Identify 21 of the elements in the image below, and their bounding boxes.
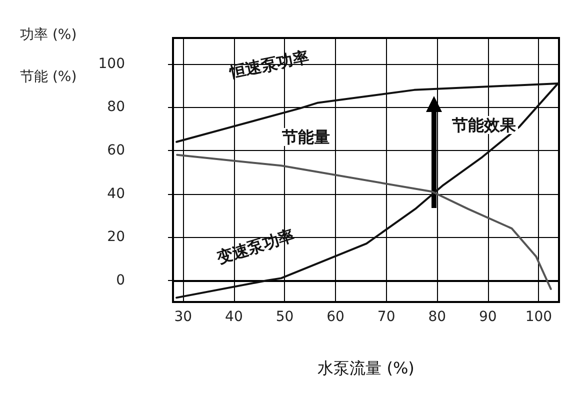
annotation: 节能量 [281, 128, 330, 146]
x-tick-label: 40 [225, 309, 243, 325]
x-tick-label: 50 [276, 309, 294, 325]
x-axis-title: 水泵流量 (%) [318, 358, 414, 378]
y-tick-label: 40 [107, 186, 125, 202]
y-tick-label: 60 [107, 142, 125, 159]
x-tick-label: 100 [525, 309, 552, 325]
text: 变速泵功率 [214, 226, 297, 268]
line-series [176, 154, 552, 290]
x-tick-label: 70 [377, 309, 396, 325]
x-tick-label: 60 [326, 309, 344, 325]
y-tick-label: 20 [107, 229, 125, 246]
x-tick-label: 30 [174, 309, 192, 325]
y-tick-label: 80 [107, 99, 125, 116]
text: 功率 (%) 节能 (%) [20, 27, 77, 85]
y-tick-label: 100 [98, 56, 125, 72]
y-tick-label: 0 [116, 272, 125, 288]
text: 恒速泵功率 [227, 47, 310, 82]
x-tick-label: 90 [478, 309, 497, 325]
x-tick-label: 80 [428, 309, 446, 325]
annotation: 节能效果 [451, 116, 517, 134]
